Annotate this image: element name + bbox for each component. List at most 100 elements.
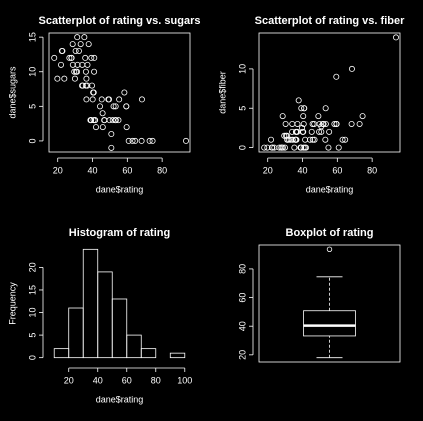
point <box>292 136 299 143</box>
point <box>333 73 340 80</box>
bar <box>140 348 157 359</box>
point <box>132 137 139 144</box>
point <box>88 82 95 89</box>
point <box>325 144 332 151</box>
y-tick-label: 10 <box>237 64 247 74</box>
point <box>74 61 81 68</box>
point <box>295 97 302 104</box>
point <box>112 103 119 110</box>
point <box>93 124 100 131</box>
point <box>112 117 119 124</box>
x-axis-label: dane$rating <box>96 394 144 404</box>
point <box>281 132 288 139</box>
bar <box>126 334 142 359</box>
point <box>299 128 306 135</box>
point <box>261 144 268 151</box>
point <box>300 113 307 120</box>
point <box>82 54 89 61</box>
point <box>348 65 355 72</box>
point <box>300 144 307 151</box>
point <box>326 128 333 135</box>
outlier <box>326 246 333 252</box>
point <box>69 41 76 48</box>
point <box>66 54 73 61</box>
point <box>106 96 113 103</box>
point <box>289 120 296 127</box>
y-tick-label: 20 <box>27 262 37 272</box>
bar <box>169 352 186 359</box>
point <box>79 61 86 68</box>
point <box>99 124 106 131</box>
x-tick-label: 100 <box>177 375 192 385</box>
x-tick-label: 60 <box>122 165 132 175</box>
x-axis-label: dane$rating <box>306 184 354 194</box>
y-tick-label: 15 <box>27 285 37 295</box>
point <box>87 117 94 124</box>
point <box>91 54 98 61</box>
point <box>315 113 322 120</box>
point <box>92 117 99 124</box>
x-axis-label: dane$rating <box>96 184 144 194</box>
point <box>392 34 399 41</box>
y-tick-label: 0 <box>27 355 37 360</box>
point <box>106 117 113 124</box>
x-tick-label: 60 <box>122 375 132 385</box>
point <box>61 75 68 82</box>
point <box>71 75 78 82</box>
point <box>359 113 366 120</box>
point <box>123 124 130 131</box>
chart-title: Scatterplot of rating vs. fiber <box>255 15 405 27</box>
y-tick-label: 0 <box>27 138 37 143</box>
point <box>69 61 76 68</box>
x-tick-label: 80 <box>367 165 377 175</box>
point <box>77 41 84 48</box>
point <box>342 136 349 143</box>
point <box>281 144 288 151</box>
point <box>278 144 285 151</box>
y-tick-label: 15 <box>27 32 37 42</box>
point <box>99 110 106 117</box>
y-tick-label: 5 <box>27 104 37 109</box>
point <box>149 137 156 144</box>
point <box>90 117 97 124</box>
point <box>284 136 291 143</box>
point <box>72 68 79 75</box>
point <box>58 47 65 54</box>
point <box>138 137 145 144</box>
point <box>282 132 289 139</box>
point <box>311 136 318 143</box>
point <box>129 137 136 144</box>
y-tick-label: 5 <box>237 106 247 111</box>
plot-box <box>258 32 401 153</box>
point <box>300 120 307 127</box>
point <box>85 41 92 48</box>
y-tick-label: 20 <box>237 350 247 360</box>
point <box>301 105 308 112</box>
point <box>348 120 355 127</box>
point <box>90 89 97 96</box>
x-tick-label: 20 <box>53 165 63 175</box>
point <box>91 68 98 75</box>
point <box>322 136 329 143</box>
x-tick-label: 40 <box>93 375 103 385</box>
point <box>322 105 329 112</box>
x-tick-label: 20 <box>263 165 273 175</box>
y-tick-label: 10 <box>27 308 37 318</box>
point <box>335 144 342 151</box>
point <box>89 96 96 103</box>
x-tick-label: 40 <box>298 165 308 175</box>
point <box>108 144 115 151</box>
point <box>88 54 95 61</box>
point <box>331 120 338 127</box>
point <box>75 47 82 54</box>
point <box>71 68 78 75</box>
point <box>72 47 79 54</box>
point <box>309 120 316 127</box>
chart-title: Scatterplot of rating vs. sugars <box>39 15 201 27</box>
point <box>110 103 117 110</box>
point <box>322 120 329 127</box>
point <box>115 117 122 124</box>
y-tick-label: 10 <box>27 67 37 77</box>
point <box>316 120 323 127</box>
